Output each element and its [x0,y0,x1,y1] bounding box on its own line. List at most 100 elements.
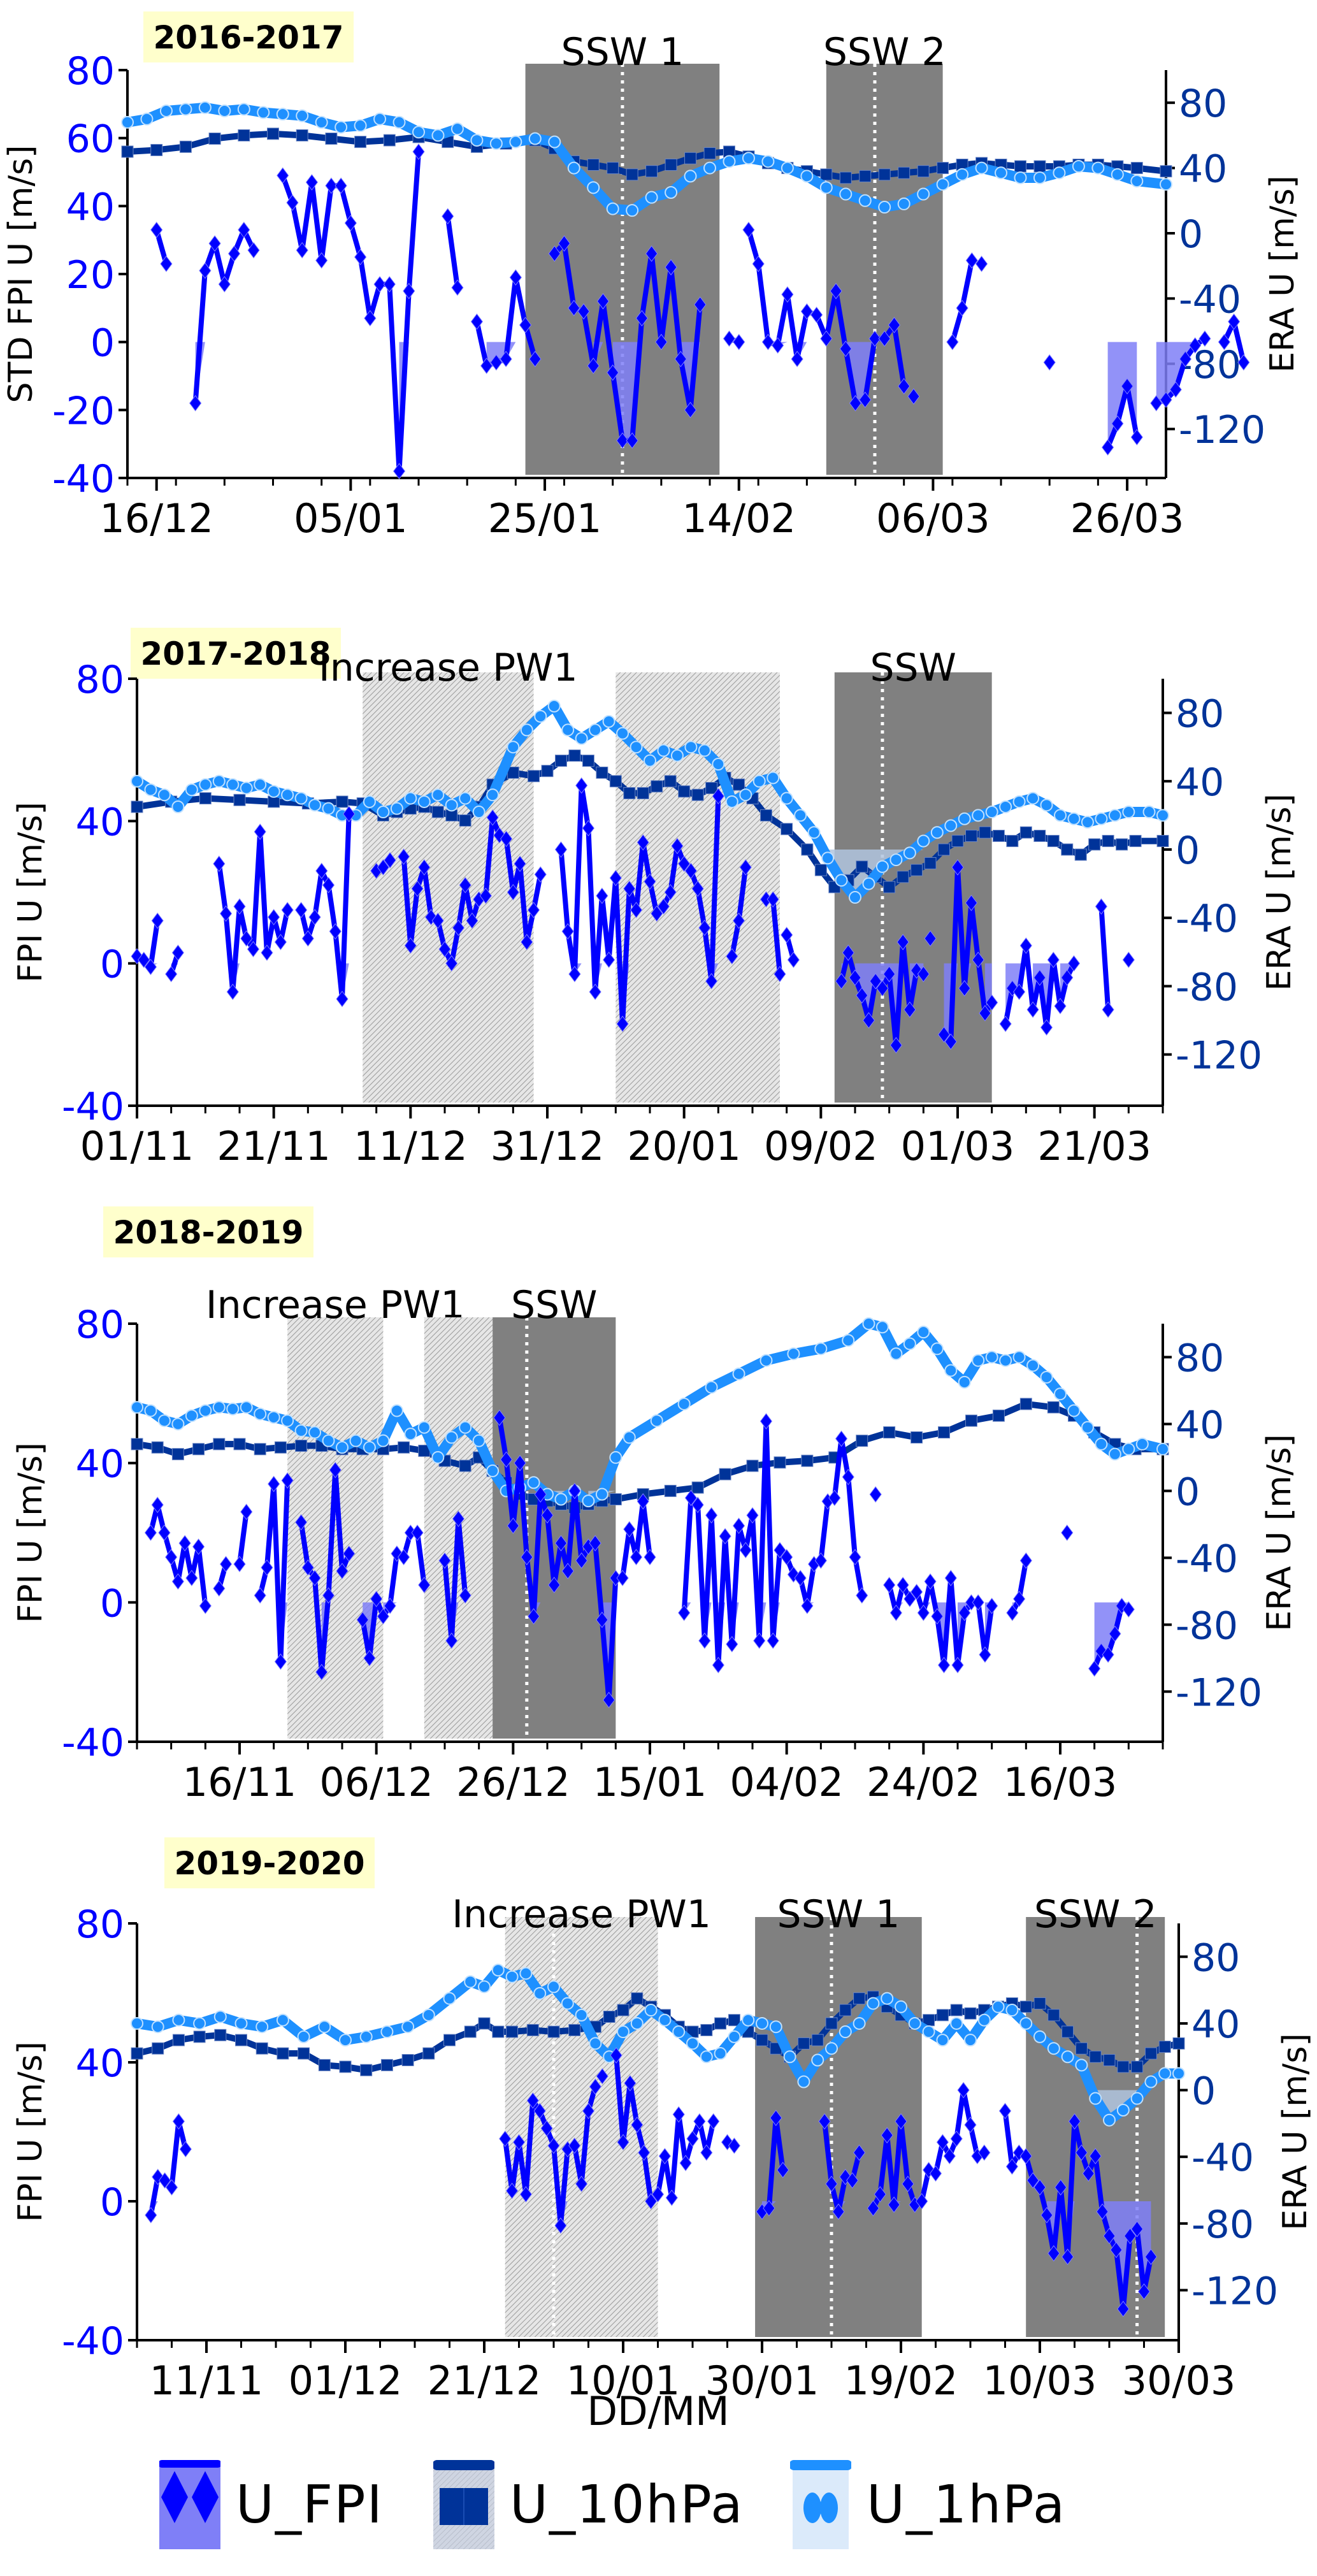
x-tick-label: 19/02 [844,2357,958,2404]
fpi-marker [818,2113,831,2130]
fpi-marker [179,2141,192,2158]
fpi-marker [1095,898,1108,915]
fpi-marker [726,1636,738,1653]
fpi-marker [165,966,178,983]
u1hpa-marker [363,1441,376,1454]
u1hpa-marker [157,788,171,802]
x-tick-label: 11/11 [150,2357,264,2404]
u1hpa-marker [908,2016,921,2030]
u1hpa-marker [335,120,348,134]
u10hpa-marker [526,2023,539,2036]
fpi-marker [575,777,588,794]
u10hpa-marker [277,2047,289,2060]
u10hpa-marker [506,2025,519,2038]
u10hpa-marker [811,2034,824,2046]
fpi-marker [637,834,649,851]
legend-swatch-fpi [158,2460,222,2549]
fpi-marker [438,1552,451,1569]
fpi-marker [630,1549,643,1566]
u10hpa-marker [1006,835,1019,848]
u1hpa-marker [401,2020,415,2034]
u10hpa-marker [150,143,163,156]
fpi-marker [665,259,677,276]
u1hpa-marker [606,202,619,215]
u10hpa-marker [759,809,772,821]
u10hpa-marker [1089,2050,1102,2063]
u1hpa-marker [308,799,322,812]
left-tick-label: 0 [90,321,115,366]
fpi-marker [185,1570,198,1586]
x-tick-label: 16/11 [183,1759,297,1805]
right-axis-title: ERA U [m/s] [1263,175,1302,372]
u1hpa-marker [630,2016,644,2030]
u10hpa-marker [992,830,1005,843]
u1hpa-marker [431,788,445,802]
fpi-marker [907,388,920,405]
fpi-marker [459,1587,471,1604]
x-tick-label: 05/01 [294,495,408,542]
u1hpa-marker [958,1375,971,1389]
u10hpa-marker [938,1426,951,1439]
left-tick-label: 0 [100,1581,124,1626]
fpi-marker [842,944,854,961]
u10hpa-marker [814,864,827,876]
u1hpa-marker [821,851,835,865]
fpi-marker [1237,354,1250,371]
fpi-marker [752,256,765,272]
u1hpa-marker [547,699,561,713]
u10hpa-marker [781,823,793,836]
fpi-marker [986,1597,998,1614]
fpi-marker [392,463,406,480]
fpi-marker [644,1549,656,1566]
fpi-marker [596,2067,608,2085]
chart-panel-2018-2019: 2018-2019 Increase PW1 SSW -40 0 40 80 -120 -80 -… [11,1206,1299,1805]
fpi-marker [889,1604,903,1621]
u10hpa-marker [267,127,280,140]
u10hpa-marker [568,2023,581,2036]
u10hpa-marker [719,1468,731,1480]
u10hpa-marker [318,2059,331,2071]
fpi-marker [158,1524,171,1541]
fpi-marker [589,1535,601,1552]
u1hpa-marker [255,2020,269,2034]
u1hpa-marker [1067,1404,1081,1417]
u10hpa-marker [235,2034,247,2046]
fpi-marker [645,245,658,262]
u10hpa-marker [979,826,991,839]
u1hpa-marker [404,792,417,805]
u1hpa-marker [520,723,533,737]
fpi-marker [397,848,410,865]
u1hpa-marker [226,1402,240,1415]
fpi-marker [965,894,978,911]
u1hpa-marker [212,1401,226,1414]
fpi-marker [527,1608,540,1625]
fpi-marker [835,1430,848,1447]
fpi-marker [547,2137,560,2154]
fpi-marker [624,2074,637,2092]
fpi-marker [1144,2248,1158,2266]
fpi-marker [781,927,793,943]
fpi-line [1105,384,1140,450]
fpi-marker [364,310,377,327]
u10hpa-marker [274,1441,287,1454]
u1hpa-marker [936,2034,949,2047]
fpi-marker [1102,1646,1114,1663]
u1hpa-marker [602,715,615,728]
fpi-marker [568,2137,581,2154]
u1hpa-marker [392,115,406,129]
fpi-marker [596,887,608,904]
fpi-marker [651,905,663,922]
u1hpa-marker [917,187,930,201]
u10hpa-marker [797,2037,810,2050]
fpi-marker [742,221,755,238]
u1hpa-marker [349,1434,363,1447]
u10hpa-marker [1160,165,1172,178]
u1hpa-marker [294,1424,308,1437]
season-badge [143,11,354,62]
u10hpa-marker [1033,830,1046,843]
fpi-marker [308,1570,321,1586]
u1hpa-marker [1103,2113,1116,2127]
fpi-marker [151,912,164,929]
u1hpa-marker [742,2013,755,2027]
fpi-marker [561,923,574,940]
